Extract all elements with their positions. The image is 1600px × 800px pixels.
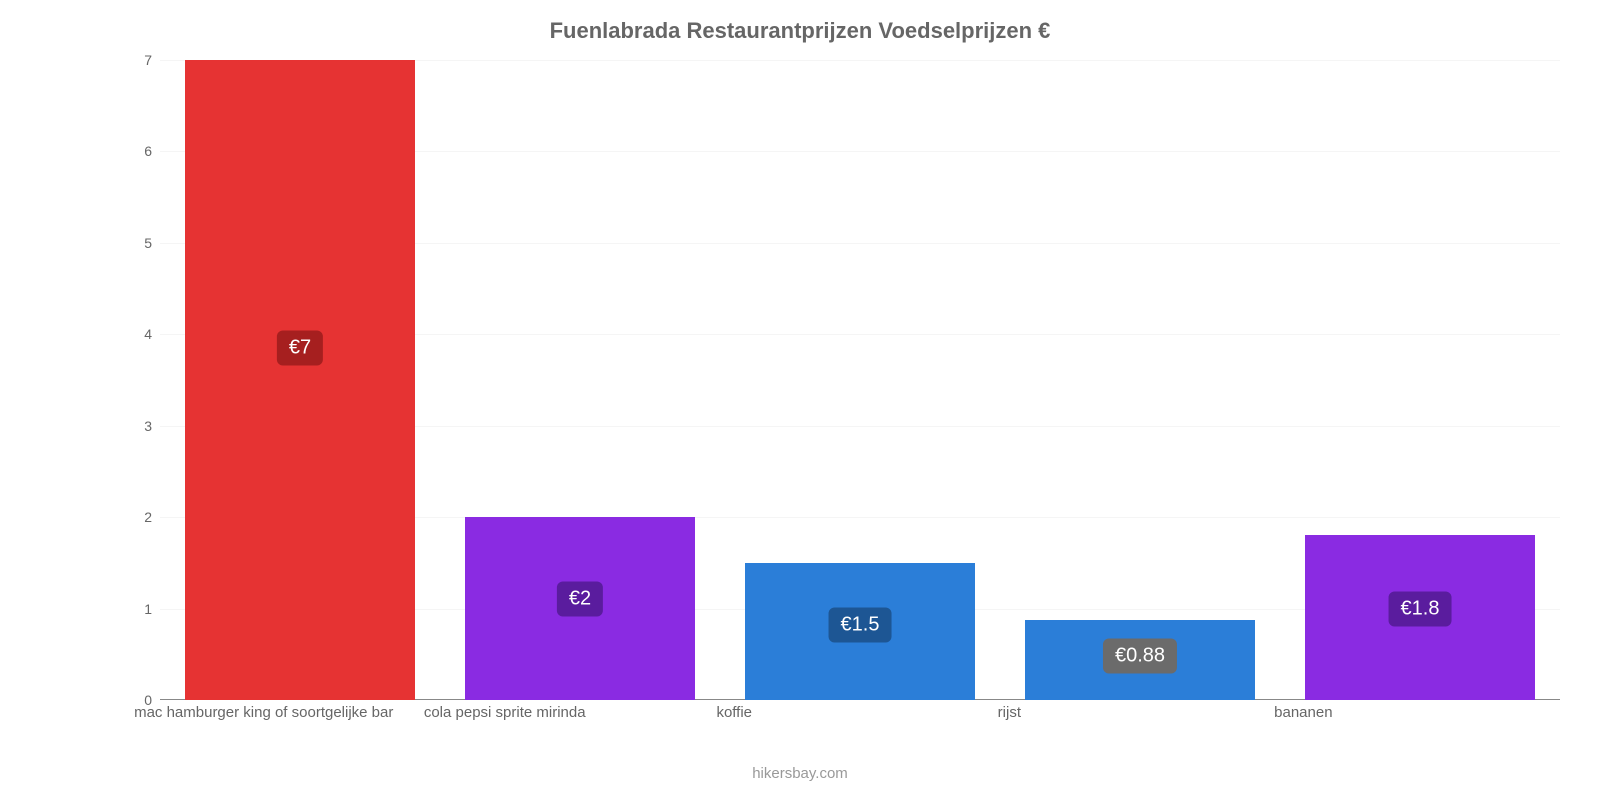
ytick-label: 3 bbox=[144, 418, 152, 434]
bar-chart: Fuenlabrada Restaurantprijzen Voedselpri… bbox=[0, 0, 1600, 800]
xtick-label: bananen bbox=[1274, 704, 1332, 721]
xtick-label: cola pepsi sprite mirinda bbox=[424, 704, 586, 721]
bar-value-label: €0.88 bbox=[1103, 638, 1177, 673]
xtick-label: mac hamburger king of soortgelijke bar bbox=[134, 704, 393, 721]
ytick-label: 5 bbox=[144, 235, 152, 251]
xtick-label: rijst bbox=[998, 704, 1021, 721]
bar-value-label: €7 bbox=[277, 331, 323, 366]
chart-title: Fuenlabrada Restaurantprijzen Voedselpri… bbox=[0, 18, 1600, 44]
bar bbox=[185, 60, 415, 700]
bar-value-label: €2 bbox=[557, 582, 603, 617]
xtick-label: koffie bbox=[716, 704, 752, 721]
ytick-label: 7 bbox=[144, 52, 152, 68]
bar-value-label: €1.5 bbox=[829, 607, 892, 642]
bar-value-label: €1.8 bbox=[1389, 592, 1452, 627]
attribution-text: hikersbay.com bbox=[0, 765, 1600, 782]
plot-area bbox=[160, 60, 1560, 700]
ytick-label: 6 bbox=[144, 143, 152, 159]
ytick-label: 1 bbox=[144, 601, 152, 617]
ytick-label: 2 bbox=[144, 509, 152, 525]
ytick-label: 4 bbox=[144, 326, 152, 342]
